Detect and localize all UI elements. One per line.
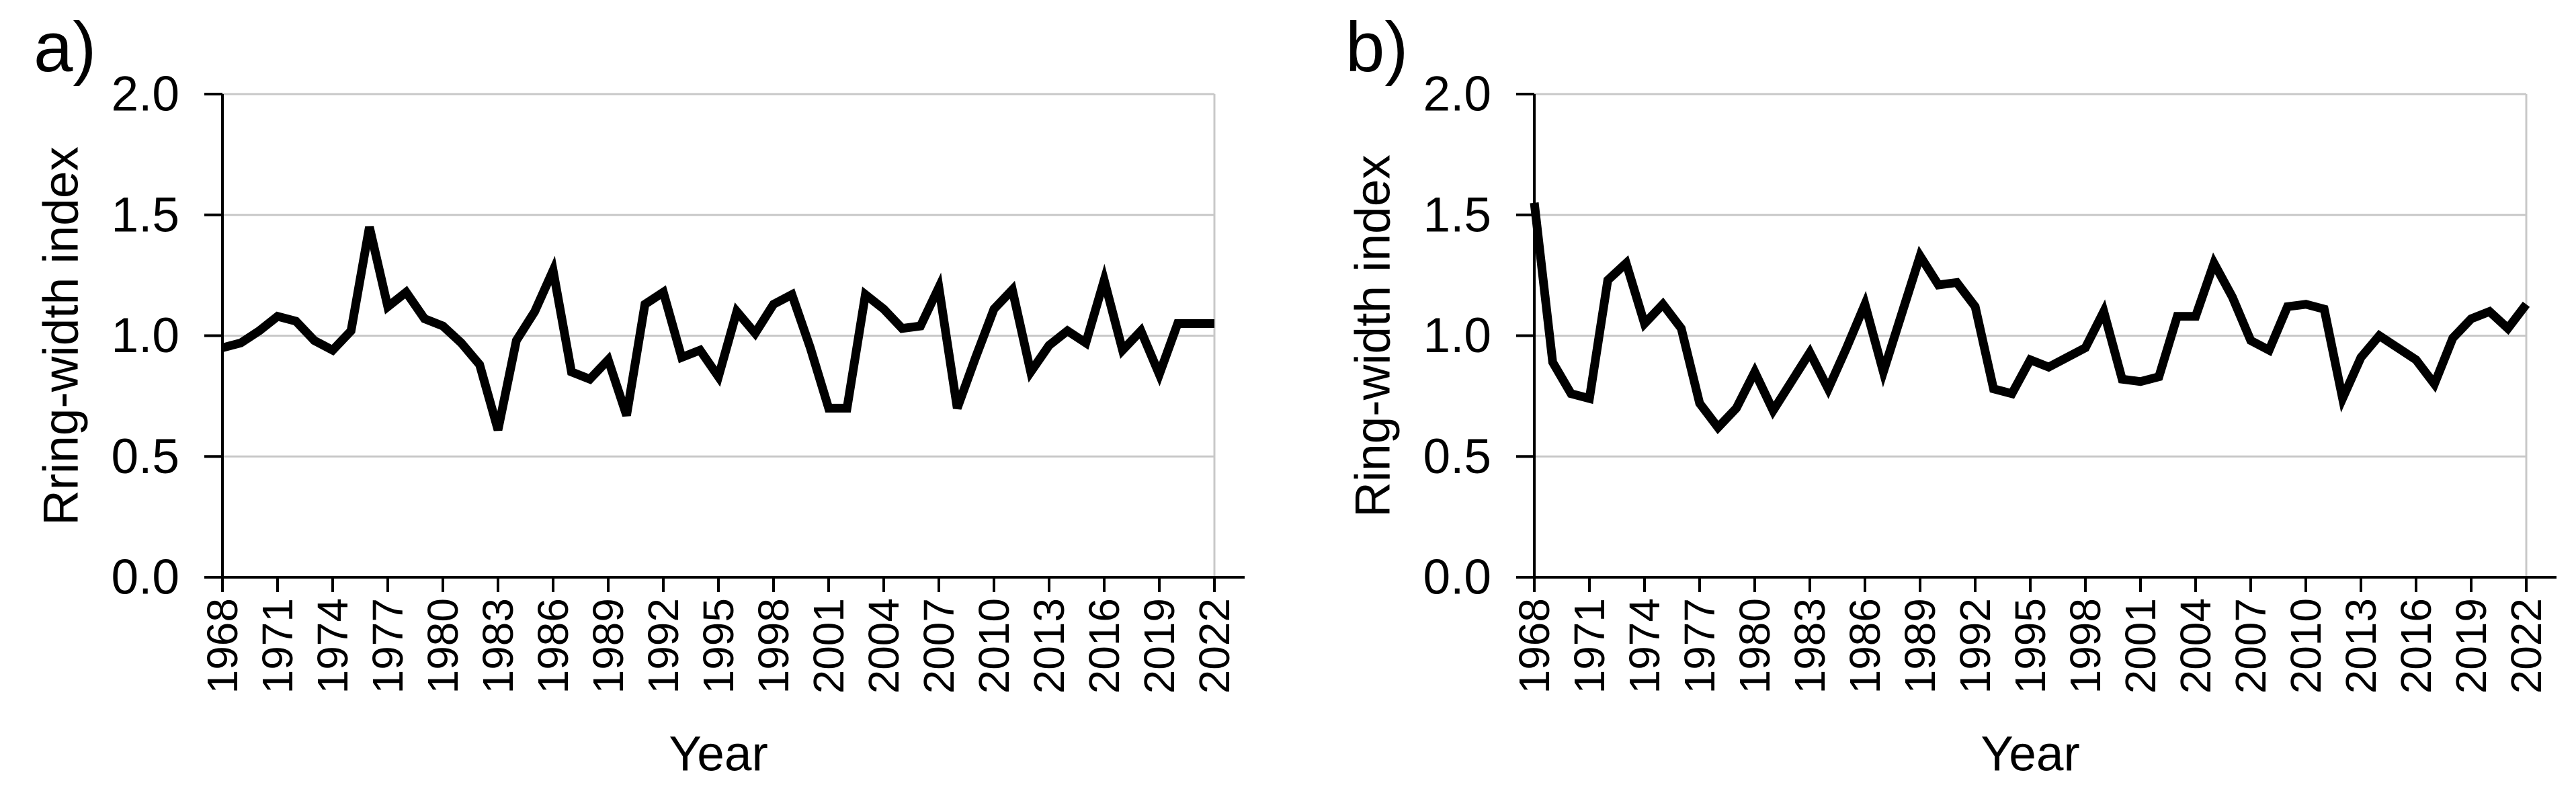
- x-tick-label: 1995: [694, 598, 743, 694]
- x-tick-label: 2019: [1135, 598, 1183, 694]
- x-tick-label: 1989: [584, 598, 632, 694]
- y-tick-label: 1.5: [112, 187, 179, 242]
- panel-b: b) Ring-width index 0.0 0.5 1.0 1.5 2.0 1968 1…: [1312, 0, 2576, 795]
- x-tick-label: 1992: [1951, 598, 1999, 694]
- x-tick-label: 1989: [1896, 598, 1944, 694]
- panel-b-x-axis-title: Year: [1981, 726, 2080, 782]
- x-tick-label: 1971: [253, 598, 302, 694]
- x-tick-label: 1974: [308, 598, 357, 694]
- y-tick-label: 0.5: [1423, 429, 1491, 484]
- y-tick-label: 1.0: [112, 308, 179, 363]
- x-tick-label: 2010: [970, 598, 1018, 694]
- x-tick-label: 1974: [1620, 598, 1669, 694]
- x-tick-label: 1983: [1786, 598, 1834, 694]
- x-tick-label: 2019: [2447, 598, 2495, 694]
- y-tick-label: 2.0: [1423, 67, 1491, 122]
- y-tick-label: 1.0: [1423, 308, 1491, 363]
- x-tick-label: 2013: [2337, 598, 2385, 694]
- x-tick-label: 1977: [1675, 598, 1724, 694]
- x-tick-label: 1992: [639, 598, 688, 694]
- x-tick-label: 1971: [1565, 598, 1614, 694]
- x-tick-label: 2016: [1080, 598, 1128, 694]
- panel-a-label: a): [34, 8, 97, 87]
- x-tick-label: 2022: [2502, 598, 2550, 694]
- y-tick-label: 0.0: [1423, 550, 1491, 605]
- x-tick-label: 1980: [1731, 598, 1779, 694]
- x-tick-label: 2022: [1190, 598, 1239, 694]
- x-tick-label: 2007: [915, 598, 963, 694]
- x-tick-label: 2010: [2282, 598, 2330, 694]
- x-tick-label: 1986: [1841, 598, 1889, 694]
- x-tick-label: 1980: [419, 598, 467, 694]
- x-tick-label: 1998: [749, 598, 798, 694]
- y-tick-label: 0.0: [112, 550, 179, 605]
- panel-a: a) Rring-width index 0.0 0.5 1.0 1.5 2.0 1968…: [0, 0, 1264, 795]
- panel-a-x-axis-title: Year: [669, 726, 768, 782]
- x-tick-label: 2004: [2171, 598, 2220, 694]
- x-tick-label: 1983: [474, 598, 522, 694]
- x-tick-label: 1968: [1510, 598, 1559, 694]
- ring-width-index-line: [1530, 202, 2530, 435]
- x-tick-label: 1998: [2061, 598, 2110, 694]
- y-tick-label: 0.5: [112, 429, 179, 484]
- y-tick-label: 2.0: [112, 67, 179, 122]
- x-tick-label: 1977: [364, 598, 412, 694]
- x-tick-label: 2001: [2116, 598, 2165, 694]
- x-tick-label: 1995: [2006, 598, 2054, 694]
- panel-b-label: b): [1345, 8, 1409, 87]
- y-tick-label: 1.5: [1423, 187, 1491, 242]
- x-tick-label: 2016: [2392, 598, 2440, 694]
- x-tick-label: 1986: [529, 598, 577, 694]
- ring-width-index-line: [221, 226, 1214, 431]
- x-tick-label: 2001: [804, 598, 853, 694]
- x-tick-label: 1968: [198, 598, 247, 694]
- x-tick-label: 2013: [1025, 598, 1073, 694]
- x-tick-label: 2007: [2227, 598, 2275, 694]
- x-tick-label: 2004: [860, 598, 908, 694]
